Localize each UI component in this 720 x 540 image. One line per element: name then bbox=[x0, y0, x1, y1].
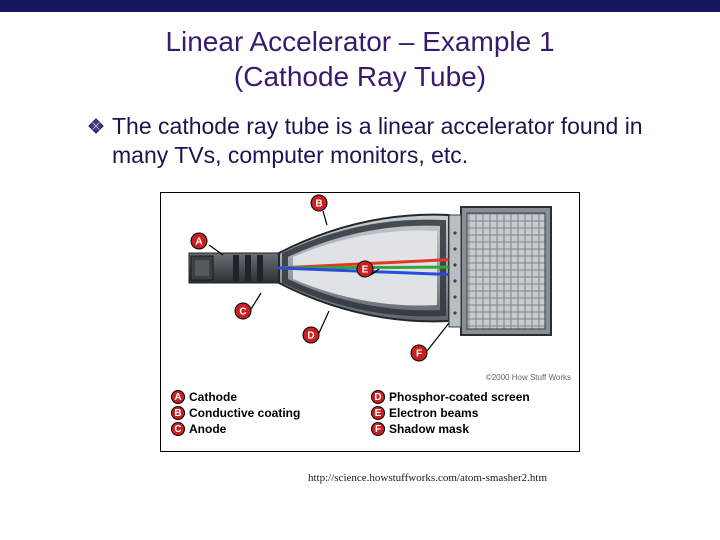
svg-text:D: D bbox=[307, 331, 314, 342]
legend-row-e: E Electron beams bbox=[371, 405, 530, 421]
callout-badge-c: C bbox=[235, 303, 251, 319]
title-line-1: Linear Accelerator – Example 1 bbox=[0, 24, 720, 59]
body-bullet: The cathode ray tube is a linear acceler… bbox=[88, 112, 660, 170]
legend-label: Anode bbox=[189, 422, 226, 436]
svg-text:E: E bbox=[362, 265, 369, 276]
legend-row-c: C Anode bbox=[171, 421, 300, 437]
pointer-line bbox=[319, 311, 329, 333]
svg-text:A: A bbox=[195, 237, 202, 248]
body-text: The cathode ray tube is a linear acceler… bbox=[112, 112, 660, 170]
legend-badge-icon: C bbox=[171, 422, 185, 436]
legend-label: Conductive coating bbox=[189, 406, 300, 420]
svg-text:F: F bbox=[416, 349, 422, 360]
pointer-line bbox=[427, 323, 449, 351]
pointer-line bbox=[323, 211, 327, 225]
callout-badge-b: B bbox=[311, 195, 327, 211]
legend-left: A Cathode B Conductive coating C Anode bbox=[171, 389, 300, 437]
diamond-bullet-icon bbox=[88, 118, 104, 134]
source-url: http://science.howstuffworks.com/atom-sm… bbox=[308, 472, 547, 484]
legend-badge-icon: F bbox=[371, 422, 385, 436]
legend-badge-icon: D bbox=[371, 390, 385, 404]
legend-label: Phosphor-coated screen bbox=[389, 390, 530, 404]
pointer-line bbox=[251, 293, 261, 309]
legend-badge-icon: B bbox=[171, 406, 185, 420]
top-decor-bar bbox=[0, 0, 720, 12]
legend-label: Electron beams bbox=[389, 406, 478, 420]
legend-badge-icon: A bbox=[171, 390, 185, 404]
callout-badge-f: F bbox=[411, 345, 427, 361]
legend-right: D Phosphor-coated screen E Electron beams FS… bbox=[371, 389, 530, 437]
legend-row-b: B Conductive coating bbox=[171, 405, 300, 421]
callout-badge-e: E bbox=[357, 261, 373, 277]
legend-row-a: A Cathode bbox=[171, 389, 300, 405]
svg-text:C: C bbox=[239, 307, 246, 318]
callout-badge-a: A bbox=[191, 233, 207, 249]
svg-text:B: B bbox=[315, 199, 322, 210]
callout-badge-d: D bbox=[303, 327, 319, 343]
screen-assembly bbox=[449, 207, 551, 335]
slide-title: Linear Accelerator – Example 1 (Cathode … bbox=[0, 24, 720, 94]
legend-row-d: D Phosphor-coated screen bbox=[371, 389, 530, 405]
legend-label: Shadow mask bbox=[389, 422, 469, 436]
legend-label: Cathode bbox=[189, 390, 237, 404]
title-line-2: (Cathode Ray Tube) bbox=[0, 59, 720, 94]
legend-badge-icon: E bbox=[371, 406, 385, 420]
legend-row-f: F Shadow mask bbox=[371, 421, 530, 437]
crt-diagram: ABCDEF ACathodeBConductive coatingCAnode… bbox=[160, 192, 580, 452]
copyright-text: ©2000 How Stuff Works bbox=[486, 373, 571, 382]
